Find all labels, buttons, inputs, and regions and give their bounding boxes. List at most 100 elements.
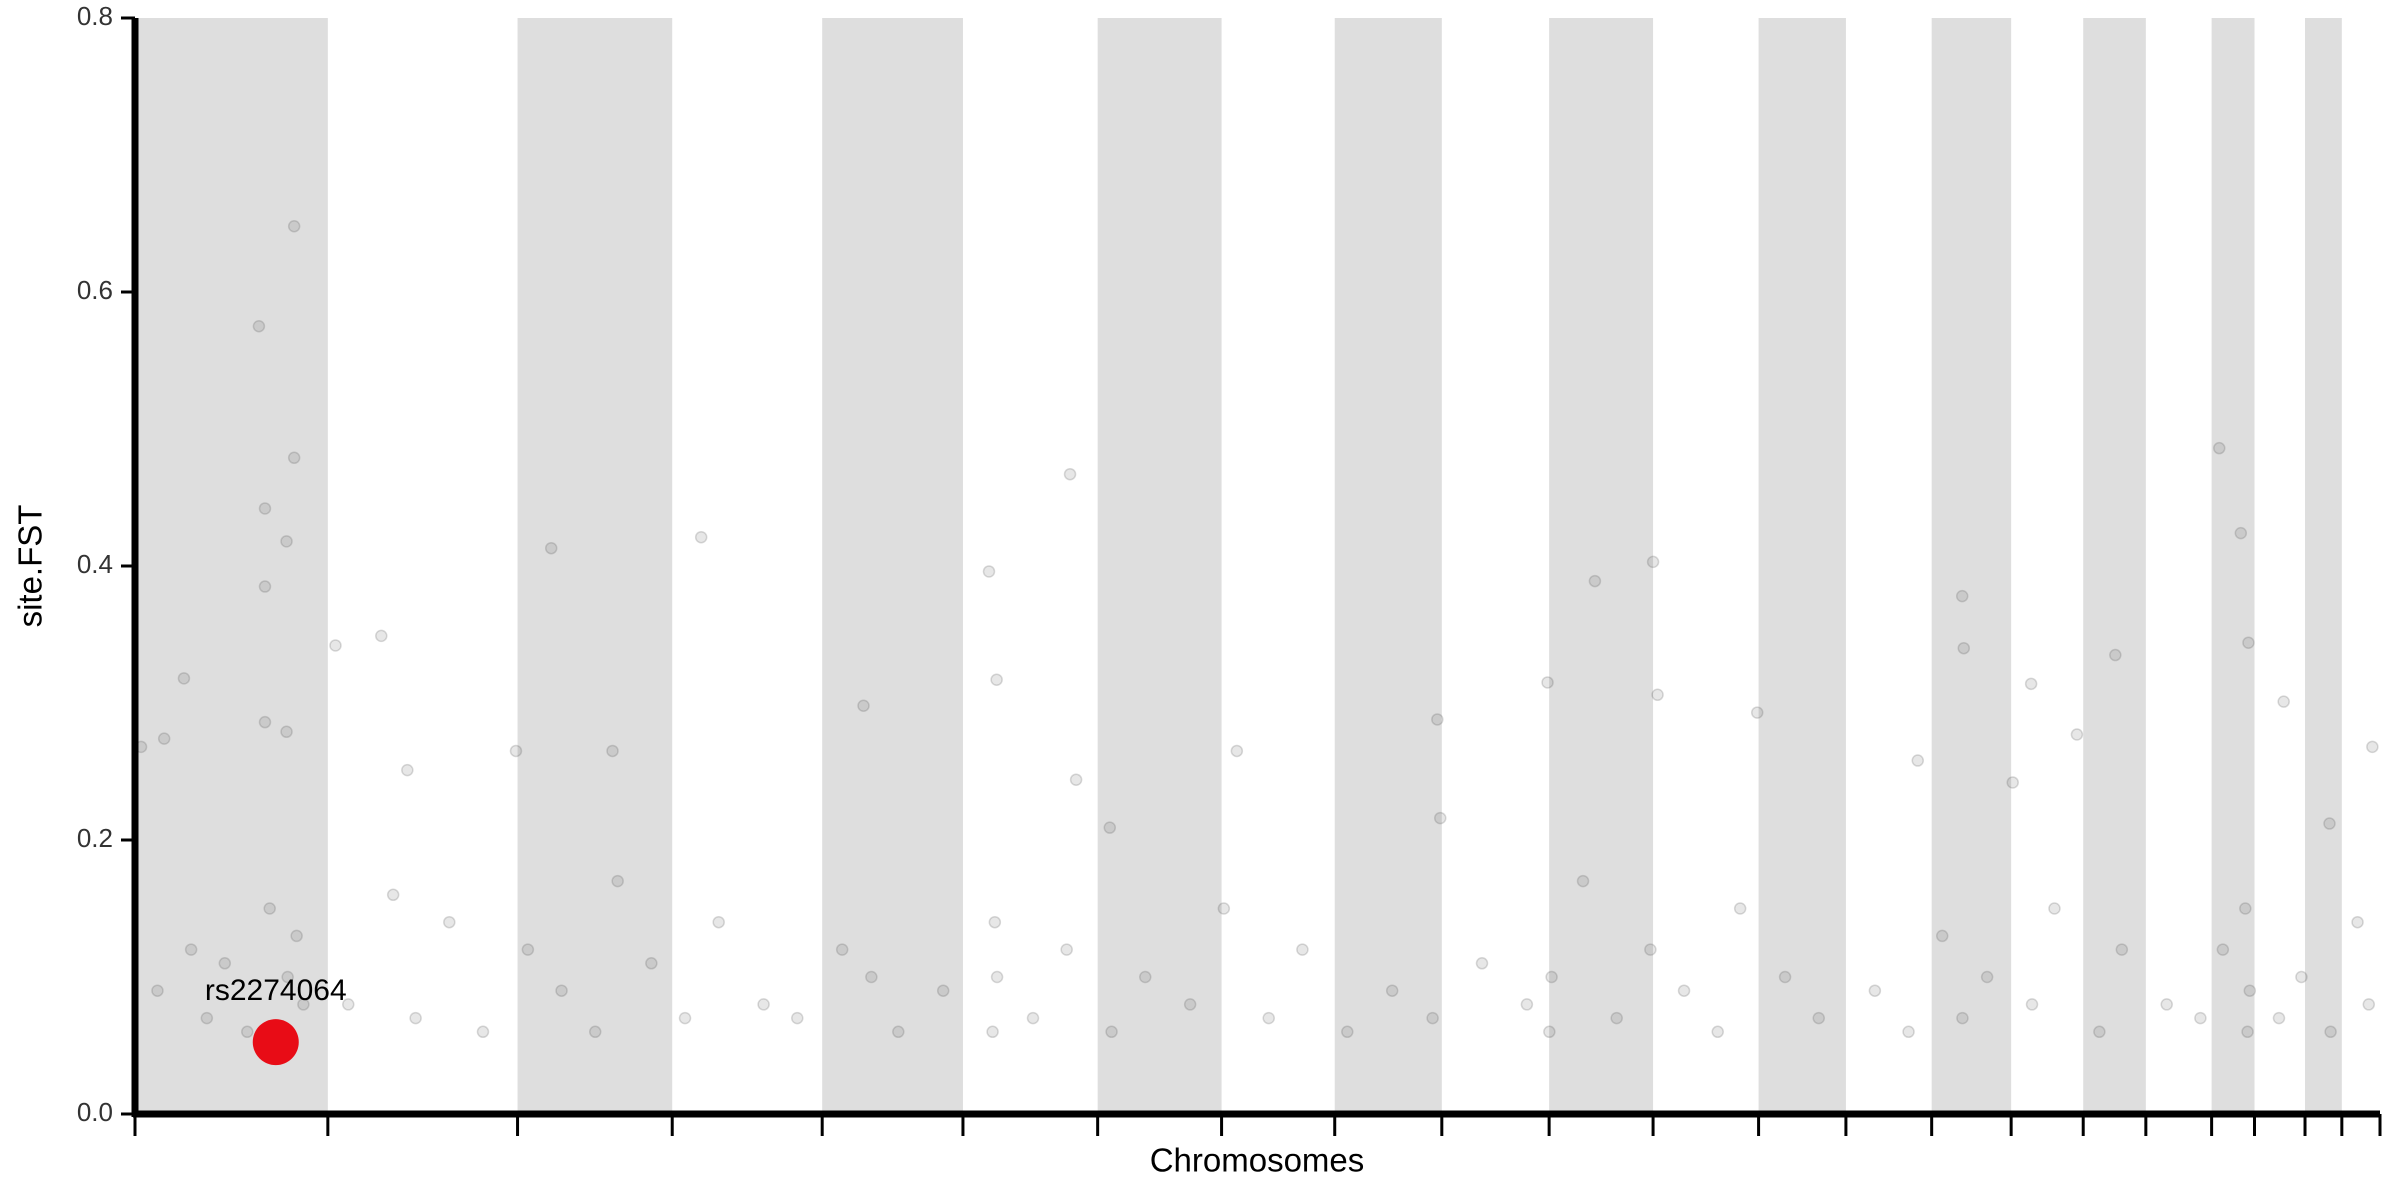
- snp-point: [342, 998, 355, 1011]
- snp-point: [409, 1011, 422, 1025]
- snp-point: [791, 1011, 804, 1025]
- snp-point: [2242, 636, 2255, 649]
- snp-point: [2323, 817, 2336, 830]
- snp-point: [2048, 902, 2061, 915]
- snp-point: [1868, 984, 1882, 997]
- snp-point: [1426, 1011, 1439, 1025]
- snp-point: [835, 943, 849, 956]
- snp-point: [1955, 589, 1969, 603]
- snp-point: [1957, 641, 1971, 655]
- snp-point: [857, 699, 870, 712]
- snp-point: [1063, 467, 1077, 481]
- snp-point: [258, 715, 272, 729]
- y-tick-label: 0.8: [77, 1, 113, 31]
- snp-point: [892, 1025, 905, 1039]
- snp-point: [386, 888, 400, 902]
- y-tick-label: 0.2: [77, 823, 113, 853]
- snp-point: [2234, 526, 2248, 540]
- snp-point: [521, 943, 535, 956]
- snp-point: [1711, 1025, 1724, 1039]
- snp-point: [200, 1011, 214, 1025]
- snp-point: [1545, 970, 1558, 984]
- snp-point: [509, 744, 523, 758]
- snp-point: [1026, 1011, 1040, 1025]
- snp-point: [1183, 998, 1197, 1011]
- snp-point: [1541, 676, 1554, 689]
- chromosome-band: [1097, 18, 1222, 1114]
- snp-point: [2115, 943, 2129, 956]
- snp-point: [757, 998, 770, 1011]
- snp-point: [2295, 970, 2308, 984]
- snp-point: [2024, 677, 2038, 691]
- snp-point: [1610, 1011, 1623, 1025]
- chromosome-band: [2211, 18, 2255, 1114]
- snp-point: [678, 1011, 692, 1025]
- snp-point: [694, 530, 708, 544]
- chromosome-band: [1931, 18, 2012, 1114]
- snp-point: [2241, 1025, 2254, 1039]
- snp-point: [297, 998, 310, 1011]
- snp-point: [1911, 754, 1925, 767]
- snp-point: [1105, 1025, 1118, 1039]
- snp-point: [988, 915, 1002, 929]
- snp-point: [2213, 441, 2226, 455]
- snp-point: [1069, 773, 1083, 786]
- snp-point: [1644, 943, 1657, 956]
- snp-point: [184, 943, 198, 956]
- y-tick-label: 0.0: [77, 1097, 113, 1127]
- snp-point: [280, 535, 293, 548]
- snp-point: [2194, 1011, 2207, 1025]
- highlight-label: rs2274064: [205, 974, 347, 1007]
- snp-point: [1935, 929, 1949, 943]
- snp-point: [1778, 970, 1792, 984]
- snp-point: [1677, 984, 1691, 997]
- chromosome-band: [1334, 18, 1442, 1114]
- snp-point: [2070, 728, 2084, 741]
- chromosome-band: [1549, 18, 1654, 1114]
- snp-point: [2324, 1025, 2337, 1039]
- snp-point: [1262, 1011, 1275, 1025]
- chromosome-band: [822, 18, 963, 1114]
- snp-point: [287, 219, 301, 233]
- snp-point: [287, 451, 301, 465]
- snp-point: [1385, 984, 1399, 997]
- snp-point: [1588, 574, 1602, 588]
- chromosome-band: [2083, 18, 2146, 1114]
- y-tick-label: 0.4: [77, 549, 113, 579]
- snp-point: [2243, 984, 2257, 997]
- snp-point: [986, 1025, 999, 1039]
- snp-point: [1520, 998, 1534, 1011]
- snp-point: [258, 502, 272, 515]
- snp-point: [443, 915, 456, 929]
- snp-point: [2239, 902, 2252, 915]
- snp-point: [1543, 1025, 1556, 1039]
- snp-point: [555, 984, 568, 997]
- snp-point: [1060, 943, 1073, 956]
- snp-point: [1103, 821, 1117, 834]
- snp-point: [280, 725, 293, 739]
- highlight-point: [252, 1019, 299, 1066]
- snp-point: [982, 565, 996, 578]
- snp-point: [2272, 1011, 2286, 1025]
- snp-point: [2025, 998, 2039, 1011]
- snp-point: [177, 672, 191, 685]
- snp-point: [1733, 902, 1747, 915]
- x-axis-title: Chromosomes: [1150, 1142, 1365, 1179]
- snp-point: [936, 984, 950, 997]
- snp-point: [2362, 998, 2376, 1011]
- snp-point: [990, 673, 1003, 686]
- snp-point: [401, 763, 414, 777]
- snp-point: [645, 957, 658, 970]
- snp-point: [329, 639, 342, 652]
- snp-point: [241, 1025, 254, 1039]
- chromosome-band: [1758, 18, 1846, 1114]
- snp-point: [1296, 943, 1309, 956]
- snp-point: [611, 874, 624, 888]
- snp-point: [606, 744, 619, 758]
- snp-point: [2109, 648, 2122, 662]
- snp-point: [712, 915, 725, 929]
- snp-point: [990, 970, 1004, 984]
- snp-point: [544, 541, 558, 555]
